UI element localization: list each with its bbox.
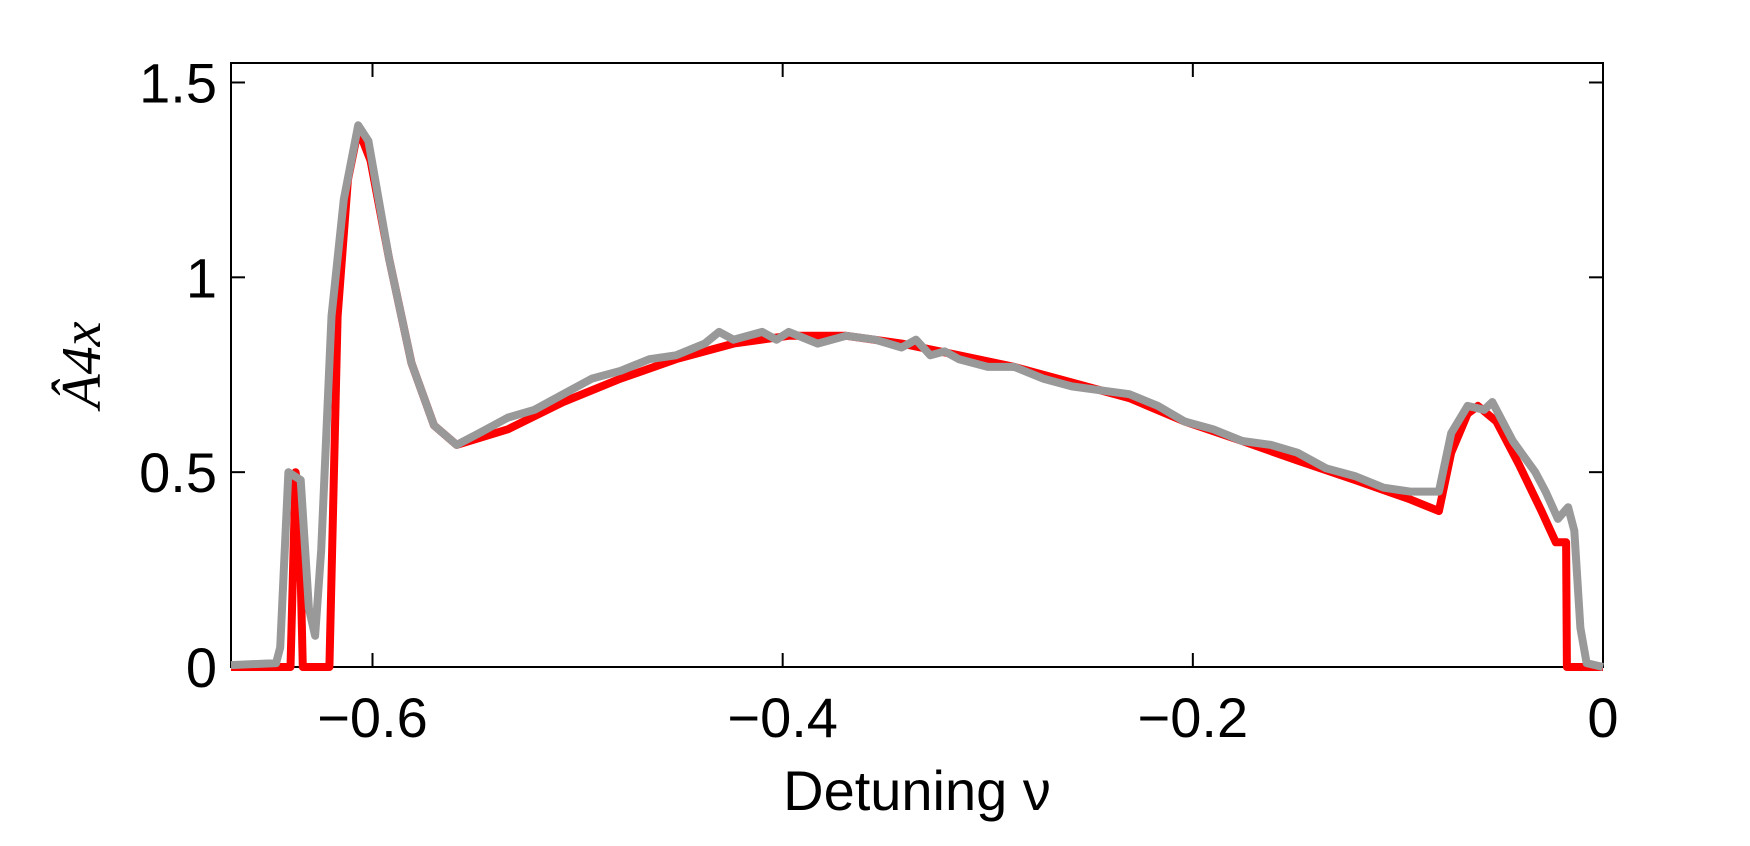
x-tick-label: −0.6 [317, 686, 428, 749]
y-tick-label: 0 [186, 636, 217, 699]
data-line [230, 121, 1604, 671]
plot-frame [230, 62, 1604, 668]
x-axis-label: Detuning ν [783, 759, 1051, 822]
y-axis-label: Â4x [51, 321, 113, 412]
x-tick-label: 0 [1587, 686, 1618, 749]
y-tick-label: 0.5 [139, 441, 217, 504]
x-tick-label: −0.4 [727, 686, 838, 749]
x-tick-label: −0.2 [1138, 686, 1249, 749]
data-line [231, 125, 1603, 671]
y-tick-label: 1 [186, 246, 217, 309]
y-tick-label: 1.5 [139, 51, 217, 114]
